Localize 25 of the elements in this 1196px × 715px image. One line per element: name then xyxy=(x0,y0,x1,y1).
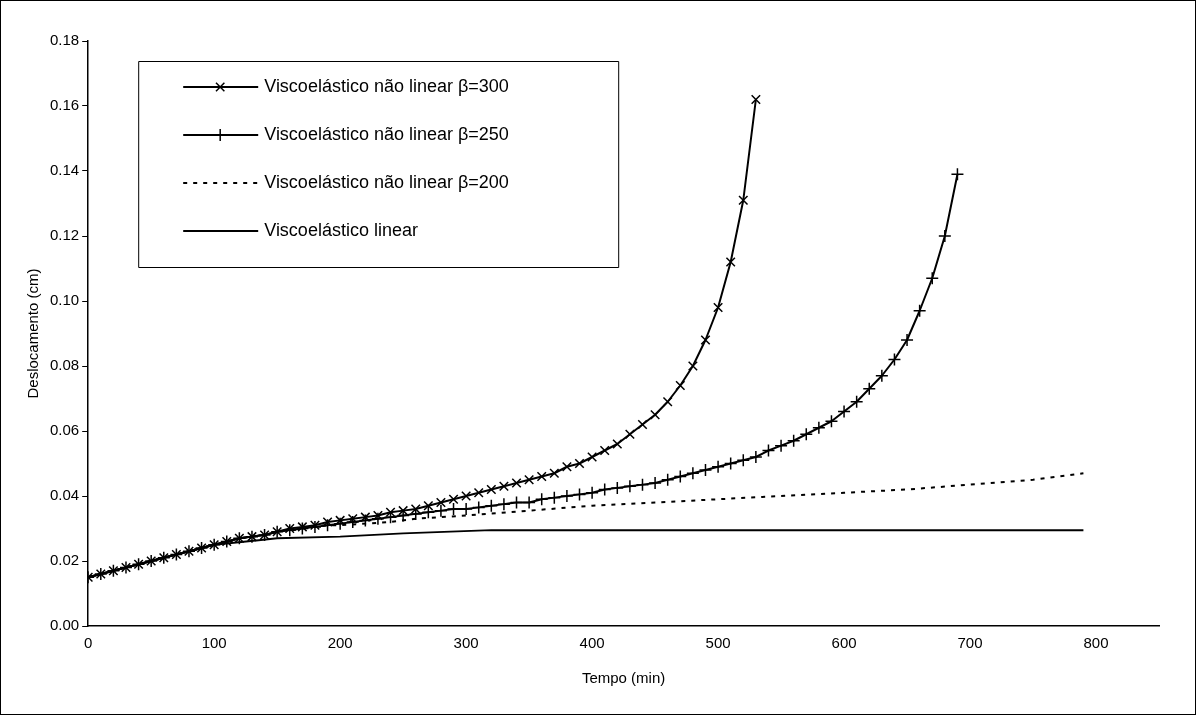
x-tick-label: 300 xyxy=(453,634,479,652)
y-tick-label: 0.16 xyxy=(49,96,80,114)
y-tick-label: 0.04 xyxy=(49,486,80,504)
legend-label: Viscoelástico linear xyxy=(264,219,418,240)
y-tick-label: 0.06 xyxy=(49,421,80,439)
y-tick-label: 0.00 xyxy=(49,616,80,634)
x-tick-label: 600 xyxy=(831,634,857,652)
x-tick-label: 100 xyxy=(201,634,227,652)
y-axis-title: Deslocamento (cm) xyxy=(24,268,42,399)
y-tick-label: 0.14 xyxy=(49,161,80,179)
x-tick-label: 700 xyxy=(957,634,983,652)
y-tick-label: 0.02 xyxy=(49,551,80,569)
legend-label: Viscoelástico não linear β=300 xyxy=(264,75,509,96)
legend-label: Viscoelástico não linear β=200 xyxy=(264,171,509,192)
x-tick-label: 500 xyxy=(705,634,731,652)
y-tick-label: 0.10 xyxy=(49,291,80,309)
y-tick-label: 0.18 xyxy=(49,31,80,49)
x-tick-label: 800 xyxy=(1083,634,1109,652)
y-tick-label: 0.08 xyxy=(49,356,80,374)
x-axis-title: Tempo (min) xyxy=(581,669,666,687)
legend-label: Viscoelástico não linear β=250 xyxy=(264,123,509,144)
x-tick-label: 0 xyxy=(84,634,93,652)
x-tick-label: 400 xyxy=(579,634,605,652)
x-tick-label: 200 xyxy=(327,634,353,652)
y-tick-label: 0.12 xyxy=(49,226,80,244)
